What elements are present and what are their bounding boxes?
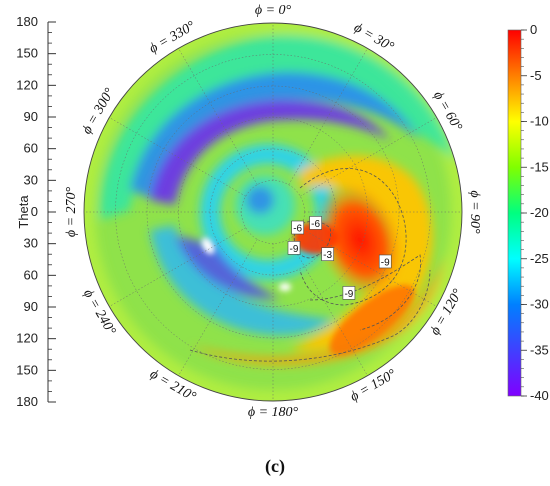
contour-label-box: [342, 286, 356, 300]
theta-tick-label: 120: [16, 331, 38, 346]
phi-label: ϕ = 90°: [467, 190, 482, 234]
colorbar: 0 -5 -10 -15 -20 -25 -30 -35 -40: [507, 22, 549, 403]
theta-tick-label: 0: [31, 204, 38, 219]
colorbar-tick-label: -10: [530, 114, 549, 129]
phi-label: ϕ = 180°: [248, 405, 299, 420]
colorbar-tick-label: -25: [530, 251, 549, 266]
heatmap-field: [84, 23, 462, 401]
colorbar-tick-label: -20: [530, 205, 549, 220]
theta-tick-label: 30: [24, 172, 38, 187]
colorbar-tick-label: -35: [530, 342, 549, 357]
contour-label-box: [291, 220, 304, 235]
contour-label-text: -9: [290, 244, 299, 255]
phi-label: ϕ = 270°: [64, 186, 79, 237]
theta-tick-label: 120: [16, 77, 38, 92]
contour-label: -6: [309, 216, 322, 230]
contour-label: -9: [342, 286, 356, 300]
theta-tick-label: 150: [16, 362, 38, 377]
contour-label-box: [309, 216, 322, 230]
contour-label-text: -9: [381, 257, 390, 268]
contour-label-box: [287, 241, 301, 255]
colorbar-tick-label: -30: [530, 297, 549, 312]
theta-tick-label: 180: [16, 14, 38, 29]
contour-labels: -6 -6 -9 -3 -9 -9: [287, 216, 392, 300]
contour-label-text: -9: [344, 289, 353, 300]
theta-axis: 180 150 120 90 60 30 0 30 60 90 120 150 180: [16, 14, 56, 409]
colorbar-tick-label: -15: [530, 159, 549, 174]
theta-tick-label: 150: [16, 46, 38, 61]
contour-label-text: -6: [293, 224, 302, 235]
colorbar-tick-label: 0: [530, 22, 537, 37]
contour-label: -3: [321, 247, 334, 261]
theta-tick-label: 30: [24, 236, 38, 251]
polar-grid: [83, 22, 463, 402]
contour-label: -9: [287, 241, 301, 255]
plot-boundary: [83, 22, 463, 402]
contour-label: -6: [291, 220, 304, 235]
colorbar-tick-label: -5: [530, 68, 542, 83]
theta-tick-label: 60: [24, 141, 38, 156]
theta-tick-label: 180: [16, 394, 38, 409]
colorbar-gradient: [507, 29, 522, 397]
theta-axis-label: Theta: [16, 195, 31, 229]
contour-label-box: [321, 247, 334, 261]
contour-label-text: -3: [323, 250, 332, 261]
contour-label-text: -6: [311, 219, 320, 230]
theta-tick-label: 90: [24, 109, 38, 124]
theta-tick-label: 60: [24, 267, 38, 282]
figure-caption: (c): [265, 456, 285, 477]
phi-label: ϕ = 0°: [255, 3, 292, 18]
theta-tick-label: 90: [24, 299, 38, 314]
contour-label-box: [378, 254, 392, 269]
colorbar-tick-label: -40: [530, 388, 549, 403]
contour-label: -9: [378, 254, 392, 269]
